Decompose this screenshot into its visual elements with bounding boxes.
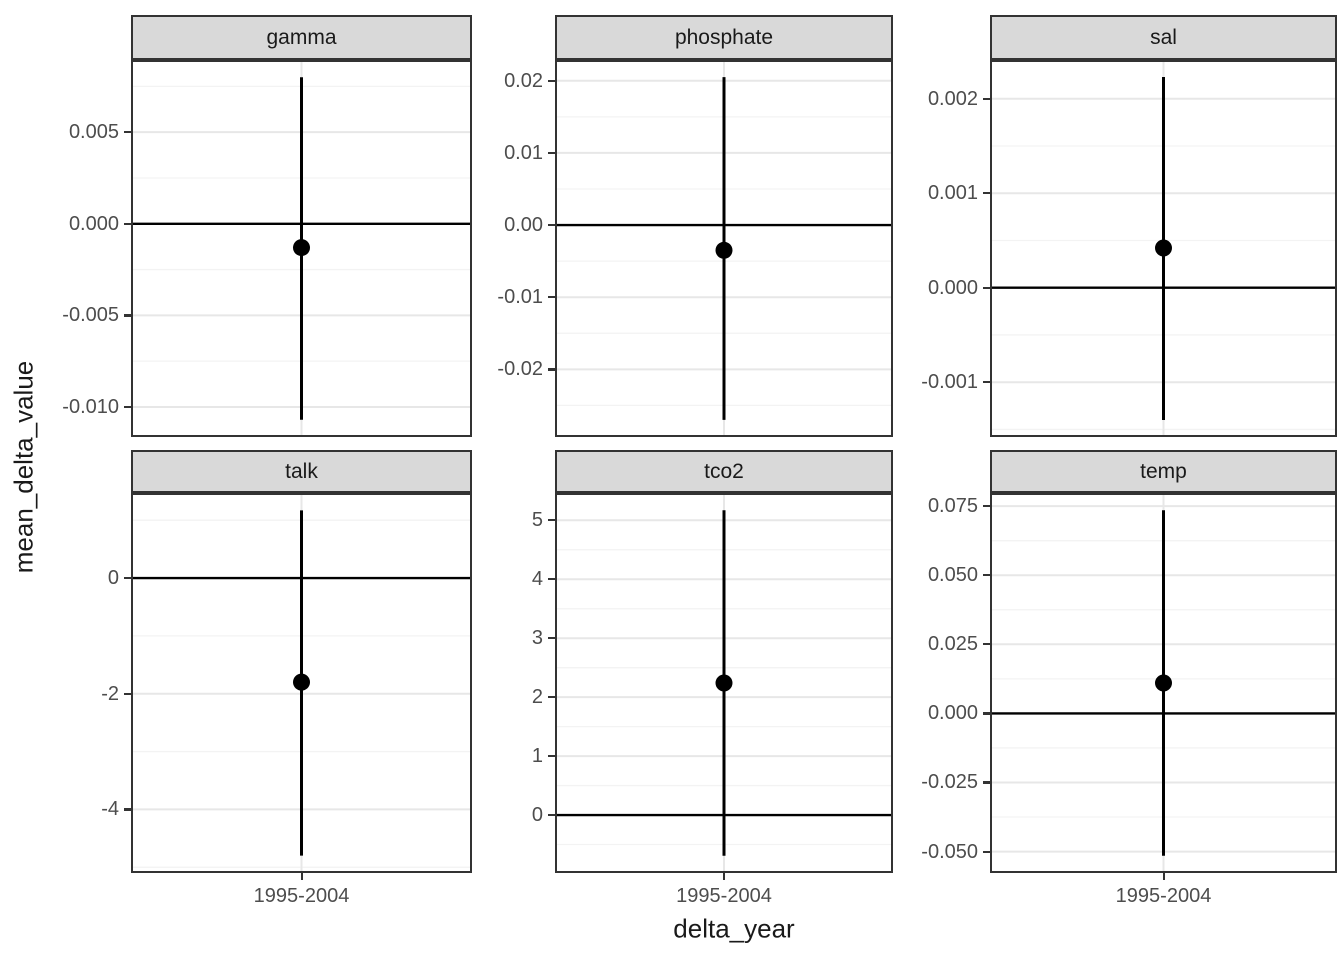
y-tick-mark bbox=[124, 131, 131, 134]
panel-border bbox=[990, 493, 1337, 873]
y-tick-mark bbox=[124, 808, 131, 811]
facet-title: talk bbox=[285, 459, 318, 483]
facet-strip-temp: temp bbox=[990, 450, 1337, 493]
x-tick-mark bbox=[1162, 873, 1165, 880]
y-tick-mark bbox=[548, 224, 555, 227]
y-tick-mark bbox=[548, 368, 555, 371]
x-tick-label: 1995-2004 bbox=[253, 885, 350, 907]
y-tick-mark bbox=[124, 692, 131, 695]
y-tick-label: -0.02 bbox=[497, 358, 543, 381]
y-tick-label: -2 bbox=[101, 682, 119, 705]
y-tick-mark bbox=[124, 577, 131, 580]
y-tick-label: 0 bbox=[107, 567, 119, 590]
y-tick-mark bbox=[983, 286, 990, 289]
x-tick-label: 1995-2004 bbox=[676, 885, 772, 907]
x-axis-title: delta_year bbox=[673, 913, 795, 944]
facet-strip-tco2: tco2 bbox=[555, 450, 893, 493]
y-tick-label: 0.050 bbox=[927, 564, 978, 587]
y-tick-label: 0.02 bbox=[504, 69, 543, 92]
facet-panel-talk bbox=[131, 493, 472, 873]
facet-title: gamma bbox=[266, 25, 337, 49]
y-tick-label: -0.010 bbox=[62, 395, 119, 418]
y-tick-mark bbox=[983, 505, 990, 508]
y-tick-label: 4 bbox=[531, 568, 543, 591]
facet-title: tco2 bbox=[704, 459, 744, 483]
y-tick-label: 0.01 bbox=[504, 141, 543, 164]
x-tick-mark bbox=[723, 873, 726, 880]
panel-border bbox=[990, 60, 1337, 437]
y-tick-mark bbox=[548, 578, 555, 581]
facet-strip-talk: talk bbox=[131, 450, 472, 493]
data-point bbox=[1155, 239, 1172, 257]
y-tick-mark bbox=[983, 192, 990, 195]
y-tick-label: -4 bbox=[101, 798, 119, 821]
data-point bbox=[1155, 674, 1172, 692]
facet-panel-sal bbox=[990, 60, 1337, 437]
facet-strip-sal: sal bbox=[990, 15, 1337, 60]
y-tick-mark bbox=[548, 151, 555, 155]
panel-border bbox=[131, 493, 472, 873]
y-tick-label: 0 bbox=[531, 804, 543, 827]
y-tick-mark bbox=[983, 643, 990, 646]
data-point bbox=[293, 673, 310, 691]
y-tick-mark bbox=[124, 222, 131, 225]
data-point bbox=[293, 239, 310, 257]
y-tick-mark bbox=[548, 79, 555, 82]
y-tick-label: -0.025 bbox=[921, 771, 978, 794]
y-tick-label: 0.000 bbox=[68, 212, 119, 235]
facet-strip-gamma: gamma bbox=[131, 15, 472, 60]
y-tick-mark bbox=[983, 381, 990, 384]
facet-title: phosphate bbox=[674, 25, 774, 49]
y-tick-label: 0.025 bbox=[927, 633, 978, 656]
y-tick-label: 0.000 bbox=[927, 276, 978, 299]
panel-border bbox=[555, 493, 893, 873]
y-tick-label: 3 bbox=[531, 627, 543, 650]
panel-border bbox=[131, 60, 472, 437]
facet-title: temp bbox=[1140, 459, 1187, 483]
facet-panel-gamma bbox=[131, 60, 472, 437]
y-tick-mark bbox=[548, 296, 555, 299]
y-tick-label: 0.002 bbox=[927, 87, 978, 110]
y-tick-label: 0.000 bbox=[927, 702, 978, 725]
y-tick-mark bbox=[983, 850, 990, 853]
y-tick-label: -0.005 bbox=[62, 304, 119, 327]
y-tick-mark bbox=[548, 814, 555, 817]
y-tick-mark bbox=[124, 405, 131, 409]
y-tick-label: 0.005 bbox=[68, 121, 119, 144]
y-tick-label: 1 bbox=[531, 745, 543, 768]
y-tick-label: -0.001 bbox=[921, 371, 978, 394]
data-point bbox=[715, 241, 733, 259]
y-tick-mark bbox=[548, 755, 555, 758]
y-tick-label: 0.00 bbox=[504, 214, 543, 237]
facet-title: sal bbox=[1150, 25, 1177, 49]
y-tick-label: 5 bbox=[531, 509, 543, 532]
x-tick-mark bbox=[300, 873, 303, 880]
y-tick-mark bbox=[983, 781, 990, 784]
data-point bbox=[715, 674, 733, 692]
y-tick-label: -0.01 bbox=[497, 286, 543, 309]
y-tick-mark bbox=[548, 519, 555, 522]
y-tick-mark bbox=[983, 712, 990, 715]
y-tick-label: -0.050 bbox=[921, 840, 978, 863]
y-tick-label: 2 bbox=[531, 686, 543, 709]
y-tick-mark bbox=[983, 97, 990, 100]
y-axis-title: mean_delta_value bbox=[8, 360, 39, 574]
facet-panel-temp bbox=[990, 493, 1337, 873]
facet-panel-phosphate bbox=[555, 60, 893, 437]
y-tick-label: 0.001 bbox=[927, 182, 978, 205]
x-tick-label: 1995-2004 bbox=[1115, 885, 1212, 907]
facet-strip-phosphate: phosphate bbox=[555, 15, 893, 60]
y-tick-mark bbox=[548, 696, 555, 699]
panel-border bbox=[555, 60, 893, 437]
y-tick-mark bbox=[124, 314, 131, 317]
y-tick-mark bbox=[548, 637, 555, 640]
y-tick-label: 0.075 bbox=[927, 495, 978, 518]
y-tick-mark bbox=[983, 574, 990, 577]
facet-panel-tco2 bbox=[555, 493, 893, 873]
